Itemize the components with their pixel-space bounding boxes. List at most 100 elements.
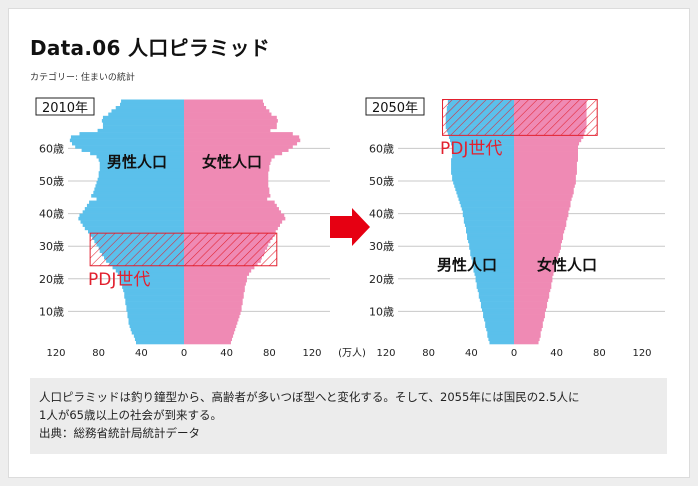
male-bar <box>99 167 184 172</box>
male-bar <box>99 161 184 165</box>
male-bar <box>451 158 514 162</box>
male-bar <box>469 242 514 247</box>
male-bar <box>464 223 514 227</box>
male-bar <box>457 194 514 198</box>
female-bar <box>184 102 264 107</box>
male-bar <box>461 207 514 211</box>
year-label-text: 2050年 <box>372 101 418 116</box>
male-bar <box>91 194 184 198</box>
female-bar <box>184 285 245 289</box>
female-bar <box>514 148 578 152</box>
female-bar <box>184 278 247 283</box>
male-bar <box>451 167 514 172</box>
female-bar <box>514 233 564 237</box>
female-bar <box>184 282 246 286</box>
female-bar <box>514 239 562 244</box>
female-bar <box>184 171 269 175</box>
female-bar <box>184 128 271 133</box>
female-bar <box>184 106 267 110</box>
x-tick-label: 80 <box>92 348 105 359</box>
female-bar <box>184 200 275 205</box>
female-bar <box>184 181 269 185</box>
female-bar <box>184 190 270 195</box>
year-label: 2050年 <box>365 97 425 116</box>
female-bar <box>184 145 293 149</box>
female-bar <box>514 317 544 322</box>
male-bar <box>84 226 184 231</box>
female-bar <box>514 242 561 247</box>
male-bar <box>479 298 514 302</box>
x-tick-label: 40 <box>220 348 233 359</box>
pyramid-2010: 10歳 20歳 30歳 40歳 50歳 60歳 PDJ世代 男性人口 女性人口 2010年 120 8… <box>35 97 330 359</box>
male-bar <box>130 327 184 332</box>
x-tick-label: 80 <box>593 348 606 359</box>
male-bar <box>488 337 514 342</box>
male-bar <box>485 324 514 328</box>
female-bar <box>184 324 237 328</box>
y-tick-label: 10歳 <box>369 305 394 318</box>
male-bar <box>482 308 514 312</box>
female-bar <box>514 340 539 345</box>
y-tick-label: 50歳 <box>39 175 64 188</box>
female-bar <box>514 330 541 335</box>
female-bar <box>184 265 255 270</box>
male-bar <box>115 106 184 110</box>
male-bar <box>466 229 514 234</box>
male-bar <box>466 226 514 231</box>
female-bar <box>184 135 300 139</box>
female-bar <box>514 269 555 273</box>
male-bar <box>75 145 184 149</box>
female-bar <box>184 122 277 126</box>
female-bar <box>184 314 240 319</box>
female-bar <box>514 171 577 175</box>
male-bar <box>458 197 514 201</box>
male-bar <box>474 272 514 276</box>
female-bar <box>184 269 252 273</box>
female-bar <box>514 203 571 208</box>
female-bar <box>514 337 540 342</box>
male-bar <box>485 321 514 325</box>
description-line: 人口ピラミッドは釣り鐘型から、高齢者が多いつぼ型へと変化する。そして、2055年… <box>39 390 580 404</box>
male-bar <box>480 301 514 306</box>
male-bar <box>448 135 514 139</box>
male-bar <box>470 252 514 257</box>
female-bar <box>514 272 554 276</box>
female-bar <box>184 174 269 179</box>
male-bar <box>460 203 514 208</box>
male-bar <box>84 207 184 211</box>
female-bar <box>514 291 550 296</box>
y-tick-label: 40歳 <box>369 208 394 221</box>
male-bar <box>89 200 184 205</box>
female-bar <box>514 213 569 218</box>
male-bar <box>484 317 514 322</box>
female-bar <box>514 288 551 293</box>
male-bar <box>128 321 184 325</box>
male-bar <box>459 200 514 205</box>
male-bar <box>123 288 184 293</box>
male-bar <box>478 295 514 299</box>
female-bar <box>514 308 546 312</box>
male-bar <box>111 109 184 113</box>
male-bar <box>98 171 184 175</box>
female-bar <box>184 288 245 293</box>
male-bar <box>88 229 184 234</box>
male-bar <box>69 138 184 143</box>
female-bar <box>184 115 277 120</box>
male-bar <box>468 239 514 244</box>
male-bar <box>127 311 184 315</box>
male-bar <box>124 295 184 299</box>
male-bar <box>124 291 184 296</box>
x-tick-label: 40 <box>135 348 148 359</box>
male-bar <box>96 197 184 201</box>
male-bar <box>452 148 514 152</box>
male-bar <box>121 99 184 104</box>
female-bar <box>184 327 236 332</box>
y-tick-label: 60歳 <box>39 142 64 155</box>
x-tick-label: 120 <box>632 348 651 359</box>
male-bar <box>97 128 184 133</box>
female-bar <box>514 246 561 250</box>
male-bar <box>78 216 184 221</box>
female-bar <box>514 304 548 309</box>
female-bar <box>514 194 573 198</box>
male-bar <box>122 285 184 289</box>
